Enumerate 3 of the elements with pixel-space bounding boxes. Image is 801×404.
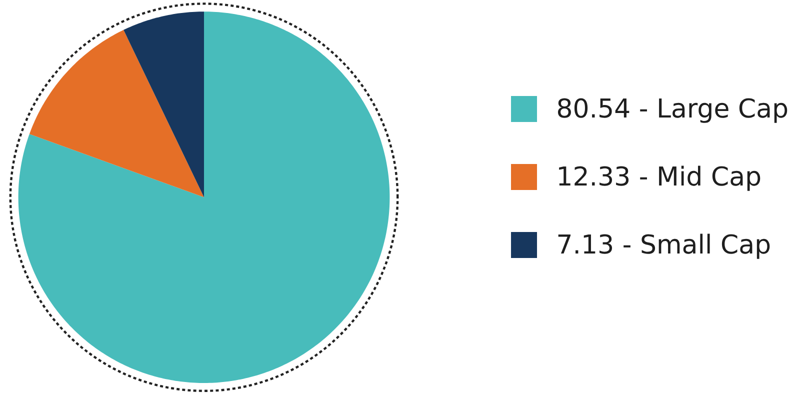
legend-label: 7.13 - Small Cap: [558, 234, 770, 259]
legend-label: 80.54 - Large Cap: [558, 98, 788, 123]
legend-label: 12.33 - Mid Cap: [559, 166, 760, 191]
